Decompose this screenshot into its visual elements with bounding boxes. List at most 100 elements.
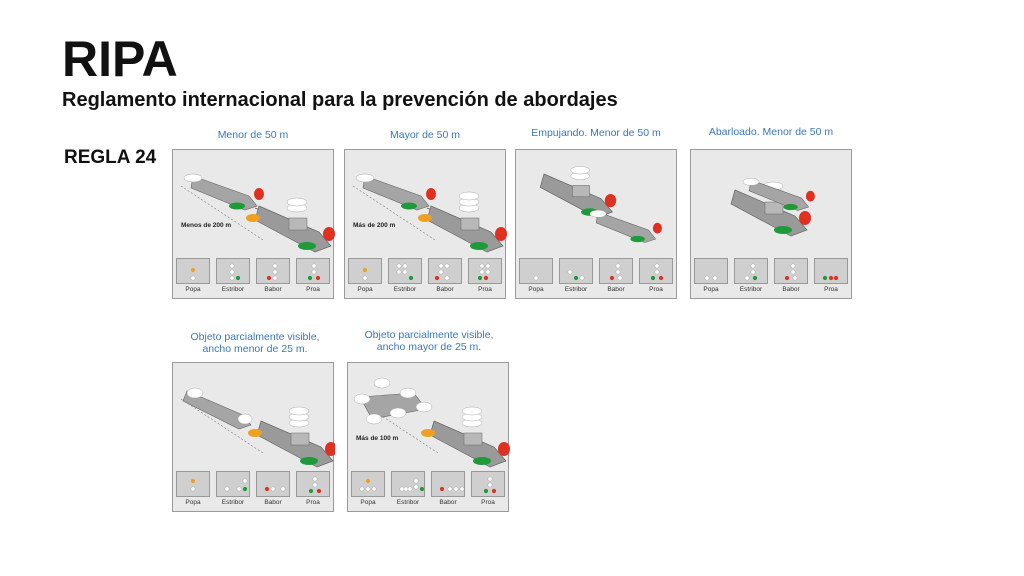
scene-illustration — [539, 166, 662, 243]
yellow-towing-light — [246, 214, 260, 222]
view-lights — [434, 263, 450, 281]
scene-illustration — [180, 387, 335, 468]
view-lights — [399, 478, 425, 492]
white-object-light — [365, 413, 383, 425]
view-box-popa — [176, 471, 210, 497]
figure-panel: Más de 200 m Popa Estribor Babor Proa — [344, 149, 507, 299]
light-dot — [485, 269, 491, 275]
figure-panel: Popa Estribor Babor Proa — [172, 362, 335, 512]
view-label: Estribor — [396, 499, 420, 506]
light-dot — [654, 269, 660, 275]
yellow-towing-light — [248, 429, 262, 437]
distance-guide — [180, 398, 264, 454]
light-dot — [573, 275, 579, 281]
scene-illustration — [180, 173, 335, 253]
panel-caption: Empujando. Menor de 50 m — [531, 127, 661, 139]
view-boxes — [351, 471, 505, 501]
view-labels: Popa Estribor Babor Proa — [348, 286, 502, 293]
red-light — [495, 227, 507, 241]
view-lights — [224, 478, 248, 492]
view-box-estribor — [216, 471, 250, 497]
view-labels: Popa Estribor Babor Proa — [694, 286, 848, 293]
view-lights — [567, 269, 585, 281]
view-lights — [229, 263, 241, 281]
view-lights — [362, 267, 368, 281]
view-box-babor — [256, 258, 290, 284]
distance-label: Más de 100 m — [356, 435, 399, 442]
green-light — [783, 203, 798, 211]
view-box-popa — [348, 258, 382, 284]
light-dot — [438, 263, 444, 269]
red-light — [604, 193, 617, 208]
light-dot — [828, 275, 834, 281]
light-dot — [407, 486, 413, 492]
view-box-estribor — [216, 258, 250, 284]
green-light — [630, 235, 645, 243]
view-labels: Popa Estribor Babor Proa — [519, 286, 673, 293]
view-box-estribor — [559, 258, 593, 284]
light-dot — [750, 263, 756, 269]
view-label: Proa — [481, 499, 495, 506]
light-dot — [444, 275, 450, 281]
ship-superstructure — [288, 217, 308, 231]
view-labels: Popa Estribor Babor Proa — [351, 499, 505, 506]
view-label: Popa — [185, 286, 201, 293]
red-light — [652, 222, 662, 234]
light-dot — [266, 275, 272, 281]
light-dot — [396, 269, 402, 275]
light-dot — [750, 269, 756, 275]
light-dot — [792, 275, 798, 281]
light-dot — [790, 263, 796, 269]
light-dot — [658, 275, 664, 281]
view-lights — [744, 263, 758, 281]
view-label: Popa — [185, 499, 201, 506]
view-label: Proa — [478, 286, 492, 293]
light-dot — [479, 263, 485, 269]
light-dot — [487, 476, 493, 482]
light-dot — [491, 488, 497, 494]
yellow-towing-light — [418, 214, 432, 222]
view-boxes — [176, 471, 330, 501]
light-dot — [790, 269, 796, 275]
view-box-popa — [351, 471, 385, 497]
white-stern-light — [355, 173, 375, 183]
light-dot — [365, 478, 371, 484]
slide-subtitle: Reglamento internacional para la prevenc… — [62, 89, 618, 111]
view-labels: Popa Estribor Babor Proa — [176, 286, 330, 293]
light-dot — [402, 263, 408, 269]
view-lights — [704, 275, 718, 281]
light-dot — [403, 486, 409, 492]
view-box-babor — [599, 258, 633, 284]
view-lights — [533, 275, 539, 281]
red-light — [805, 190, 815, 202]
light-dot — [822, 275, 828, 281]
view-box-popa — [519, 258, 553, 284]
view-box-babor — [774, 258, 808, 284]
ship-superstructure — [764, 201, 784, 215]
light-dot — [242, 486, 248, 492]
light-dot — [235, 275, 241, 281]
panel-caption: Objeto parcialmente visible, ancho menor… — [190, 331, 320, 355]
white-object-light — [389, 407, 407, 419]
red-light — [799, 211, 811, 225]
distance-guide — [352, 185, 436, 241]
view-label: Babor — [264, 499, 282, 506]
towed-vessel — [362, 175, 430, 211]
light-dot — [399, 486, 405, 492]
light-dot — [311, 269, 317, 275]
distance-guide — [180, 185, 264, 241]
towed-object — [182, 390, 252, 430]
red-light — [254, 188, 264, 200]
red-light — [323, 227, 335, 241]
view-lights — [439, 486, 465, 492]
view-boxes — [694, 258, 848, 288]
view-lights — [266, 263, 278, 281]
towed-vessel — [748, 179, 810, 211]
light-dot — [264, 486, 270, 492]
view-label: Babor — [607, 286, 625, 293]
light-dot — [280, 486, 286, 492]
ship-superstructure — [290, 432, 310, 446]
light-dot — [609, 275, 615, 281]
light-dot — [444, 263, 450, 269]
view-label: Estribor — [739, 286, 763, 293]
